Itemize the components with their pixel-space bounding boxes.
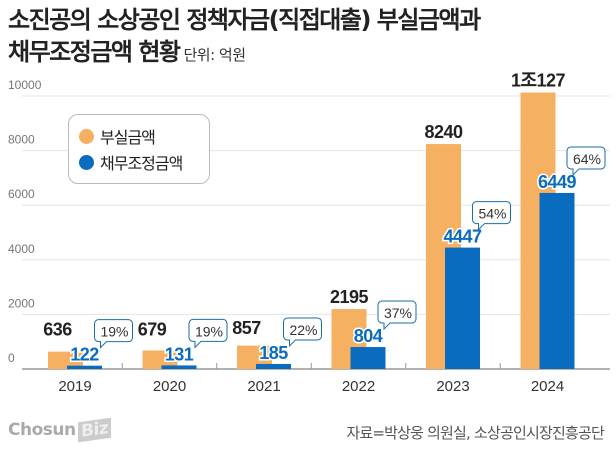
y-tick-label: 4000 xyxy=(8,242,35,256)
source-note: 자료=박상웅 의원실, 소상공인시장진흥공단 xyxy=(346,424,604,442)
bar-debt-restructure xyxy=(161,365,197,369)
bar-debt-restructure xyxy=(350,347,386,369)
debt-restructure-value-label: 804 xyxy=(354,326,383,346)
y-tick-label: 6000 xyxy=(8,187,35,201)
x-tick-label: 2020 xyxy=(153,378,186,395)
chart-title: 소진공의 소상공인 정책자금(직접대출) 부실금액과 채무조정금액 현황 단위: … xyxy=(8,4,481,71)
unit-label: 단위: 억원 xyxy=(183,46,247,64)
x-tick-label: 2023 xyxy=(436,378,469,395)
y-tick-label: 8000 xyxy=(8,133,35,147)
title-line-2: 채무조정금액 현황 xyxy=(8,38,181,66)
x-tick-label: 2024 xyxy=(531,378,564,395)
bad-debt-value-label: 1조127 xyxy=(511,71,566,91)
y-tick-label: 2000 xyxy=(8,296,35,310)
legend-label: 채무조정금액 xyxy=(100,154,183,173)
ratio-callout xyxy=(566,146,606,177)
y-tick-label: 10000 xyxy=(8,78,42,92)
ratio-callout xyxy=(472,201,511,231)
ratio-label: 19% xyxy=(195,323,223,339)
bar-debt-restructure xyxy=(256,363,291,369)
legend-item-debt-restructure: 채무조정금액 xyxy=(79,149,199,175)
debt-restructure-value-label: 185 xyxy=(259,343,288,363)
y-tick-label: 0 xyxy=(8,351,15,365)
bar-debt-restructure xyxy=(445,247,480,369)
title-line-1: 소진공의 소상공인 정책자금(직접대출) 부실금액과 xyxy=(8,6,481,34)
bad-debt-value-label: 679 xyxy=(138,319,167,339)
legend-label: 부실금액 xyxy=(100,128,156,147)
ratio-callout xyxy=(94,319,133,349)
bar-bad-debt xyxy=(142,350,178,369)
bar-debt-restructure xyxy=(539,192,575,369)
ratio-label: 37% xyxy=(384,305,412,321)
ratio-label: 22% xyxy=(289,322,317,338)
ratio-callout xyxy=(283,317,322,348)
debt-restructure-value-label: 4447 xyxy=(443,227,482,247)
bar-debt-restructure xyxy=(67,365,102,369)
ratio-label: 64% xyxy=(573,151,601,167)
bad-debt-value-label: 8240 xyxy=(424,122,463,142)
bar-bad-debt xyxy=(48,351,83,369)
bad-debt-value-label: 857 xyxy=(232,318,261,338)
x-tick-label: 2022 xyxy=(342,378,375,395)
debt-restructure-value-label: 131 xyxy=(165,344,194,364)
debt-restructure-value-label: 6449 xyxy=(538,172,577,192)
debt-restructure-value-label: 122 xyxy=(70,345,99,365)
legend-swatch-blue xyxy=(79,154,94,170)
bad-debt-value-label: 636 xyxy=(43,320,72,340)
ratio-label: 54% xyxy=(478,206,506,222)
chosunbiz-logo: Chosun Biz xyxy=(8,417,111,443)
legend: 부실금액 채무조정금액 xyxy=(68,114,210,184)
bar-bad-debt xyxy=(237,345,272,369)
legend-item-bad-debt: 부실금액 xyxy=(79,123,199,149)
bad-debt-value-label: 2195 xyxy=(330,287,369,307)
ratio-label: 19% xyxy=(100,324,128,340)
ratio-callout xyxy=(188,318,228,349)
ratio-callout xyxy=(377,300,417,331)
logo-text: Chosun xyxy=(8,420,76,440)
x-tick-label: 2021 xyxy=(247,378,280,395)
logo-biz: Biz xyxy=(77,417,111,443)
x-tick-label: 2019 xyxy=(58,378,91,395)
legend-swatch-orange xyxy=(79,128,94,144)
